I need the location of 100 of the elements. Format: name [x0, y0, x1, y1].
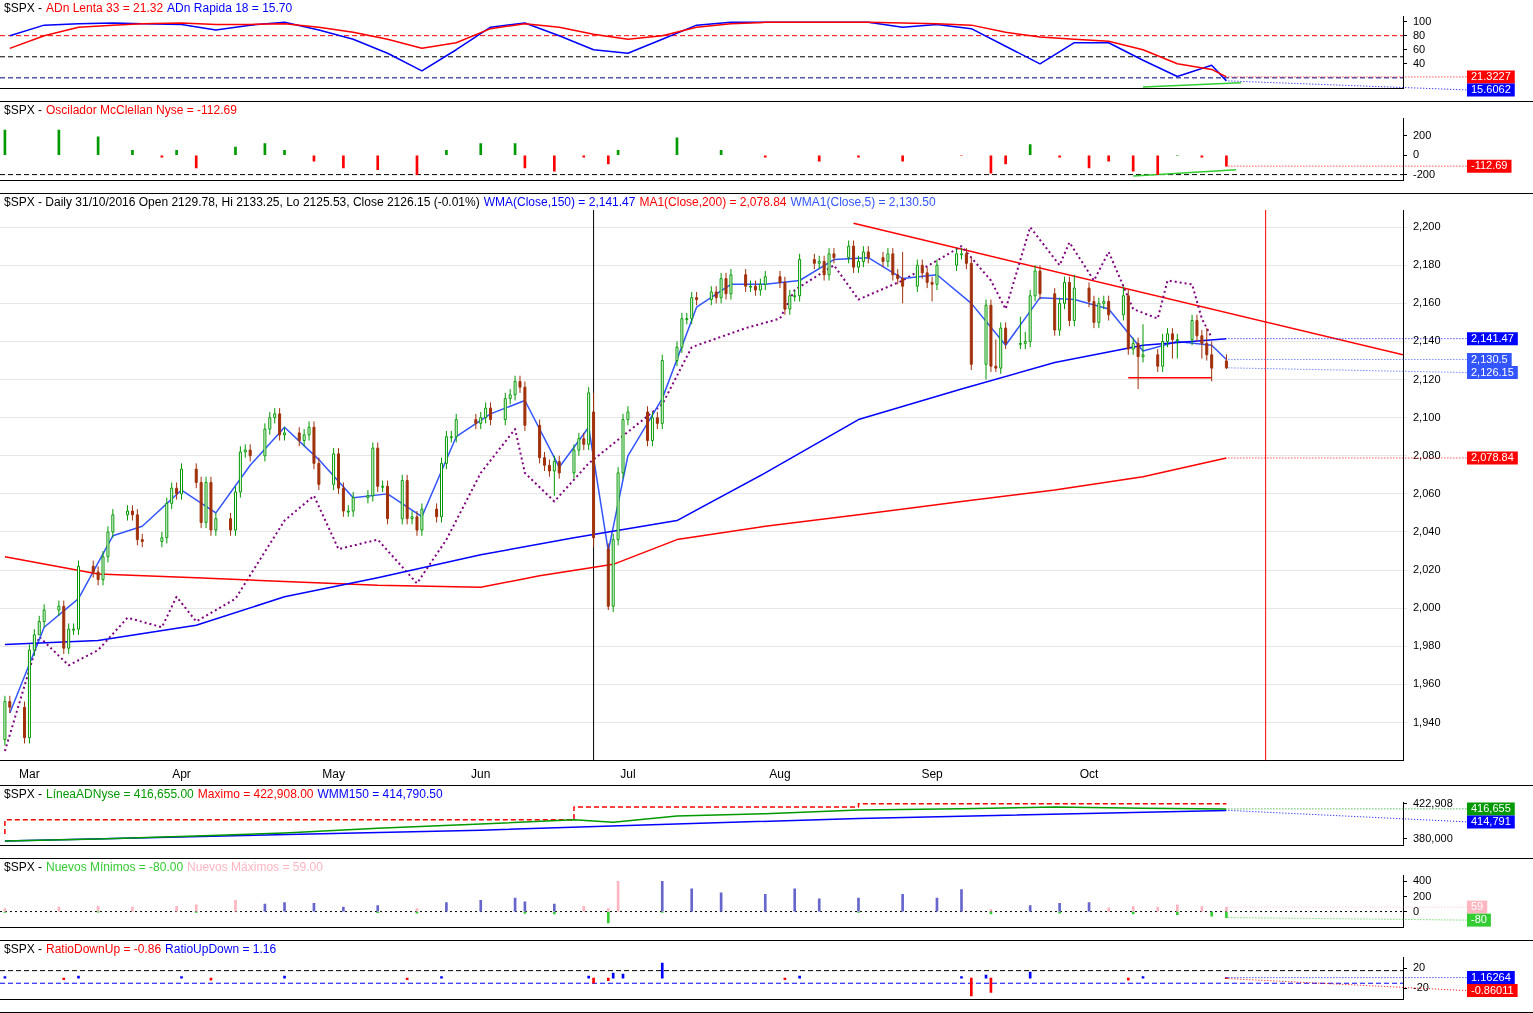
bar — [175, 150, 178, 156]
y-tick-label: 2,140 — [1413, 334, 1441, 347]
y-tick-label: 2,040 — [1413, 525, 1441, 538]
y-tick-label: 60 — [1413, 42, 1426, 55]
y-tick-label: 1,980 — [1413, 639, 1441, 652]
bar — [3, 976, 7, 979]
bar — [817, 898, 821, 912]
text: RatioDownUp = -0.86 — [46, 942, 162, 956]
bar — [194, 155, 198, 169]
bar — [77, 975, 80, 979]
bar — [180, 976, 183, 979]
annotation: -0.86011 — [1471, 983, 1514, 996]
bar — [62, 977, 66, 981]
bar — [606, 155, 610, 165]
bar — [553, 911, 556, 915]
y-tick-label: 2,060 — [1413, 486, 1441, 499]
bar — [793, 888, 797, 912]
annotation: 2,130.5 — [1471, 352, 1508, 365]
bar — [440, 976, 443, 979]
chart-title: $SPX - — [4, 860, 43, 874]
y-tick-label: 100 — [1413, 14, 1432, 27]
bar — [553, 903, 556, 912]
bar — [283, 975, 286, 979]
bar — [1107, 907, 1110, 912]
annotation: -112.69 — [1471, 159, 1508, 172]
y-tick-label: 2,200 — [1413, 220, 1441, 233]
chart-title: $SPX - — [4, 1, 43, 15]
bar — [582, 905, 586, 912]
y-tick-label: 2,020 — [1413, 563, 1441, 576]
y-tick-label: 2,000 — [1413, 601, 1441, 614]
bar — [194, 904, 198, 912]
bar — [234, 146, 237, 156]
bar — [857, 897, 860, 912]
bar — [479, 899, 483, 912]
bar — [1028, 971, 1032, 979]
bar — [1004, 155, 1007, 165]
y-tick-label: 0 — [1413, 148, 1420, 161]
x-tick-label: Apr — [172, 767, 191, 782]
text: Nuevos Mínimos = -80.00 — [46, 860, 184, 874]
bar — [553, 155, 556, 172]
y-tick-label: 2,160 — [1413, 296, 1441, 309]
bar — [763, 155, 767, 158]
annotation: 416,655 — [1471, 801, 1511, 814]
x-tick-label: May — [322, 767, 345, 782]
text: WMM150 = 414,790.50 — [317, 787, 443, 801]
x-tick-label: Mar — [19, 767, 40, 782]
chart-title: $SPX - Daily 31/10/2016 Open 2129.78, Hi 2133.25, Lo 2125.53, Close 2126.15 (-0.01%) — [4, 195, 480, 209]
y-tick-label: 2,080 — [1413, 448, 1441, 461]
y-tick-label: -20 — [1413, 981, 1429, 994]
bar — [1131, 905, 1135, 912]
series-label: ADn Rapida 18 = 15.70 — [167, 1, 293, 15]
y-tick-label: 1,940 — [1413, 715, 1441, 728]
chart-title: $SPX - — [4, 787, 43, 801]
bar — [479, 143, 483, 156]
bar — [1156, 155, 1160, 175]
bar — [1210, 911, 1214, 917]
y-tick-label: 422,908 — [1413, 796, 1453, 809]
series-label: RatioUpDown = 1.16 — [165, 942, 277, 956]
annotation: 59 — [1471, 900, 1484, 913]
bar — [175, 905, 178, 912]
y-tick-label: 400 — [1413, 874, 1432, 887]
candlestick — [543, 451, 547, 472]
candlestick — [336, 447, 340, 495]
series-label: Oscilador McClellan Nyse = -112.69 — [46, 103, 237, 117]
x-tick-label: Jun — [471, 767, 491, 782]
bar — [857, 155, 860, 158]
bar — [283, 150, 286, 156]
bar — [960, 889, 963, 912]
y-tick-label: 1,960 — [1413, 677, 1441, 690]
bar — [690, 888, 694, 912]
bar — [798, 975, 801, 979]
bar — [1028, 144, 1032, 156]
bar — [342, 155, 345, 169]
annotation: 2,078.84 — [1471, 451, 1514, 464]
chart-title: $SPX - — [4, 942, 43, 956]
bar — [763, 893, 767, 912]
bar — [587, 975, 590, 979]
bar — [1131, 155, 1135, 172]
bar — [960, 976, 963, 979]
bar — [1200, 155, 1204, 158]
y-tick-label: 40 — [1413, 56, 1426, 69]
bar — [901, 155, 904, 162]
y-tick-label: 200 — [1413, 128, 1432, 141]
bar — [1126, 977, 1130, 981]
bar — [445, 150, 448, 156]
series-label: Maximo = 422,908.00 — [197, 787, 314, 801]
text: WMA1(Close,5) = 2,130.50 — [790, 195, 936, 209]
bar — [1156, 906, 1160, 912]
y-tick-label: 20 — [1413, 961, 1426, 974]
annotation: 15.6062 — [1471, 82, 1511, 95]
bar — [131, 906, 134, 912]
text: MA1(Close,200) = 2,078.84 — [639, 195, 787, 209]
y-tick-label: 2,120 — [1413, 372, 1441, 385]
bar — [283, 902, 286, 912]
bar — [1058, 902, 1061, 912]
bar — [1141, 976, 1145, 979]
text: LíneaADNyse = 416,655.00 — [46, 787, 194, 801]
bar — [901, 893, 904, 912]
x-tick-label: Sep — [921, 767, 944, 782]
y-tick-label: 2,180 — [1413, 258, 1441, 271]
